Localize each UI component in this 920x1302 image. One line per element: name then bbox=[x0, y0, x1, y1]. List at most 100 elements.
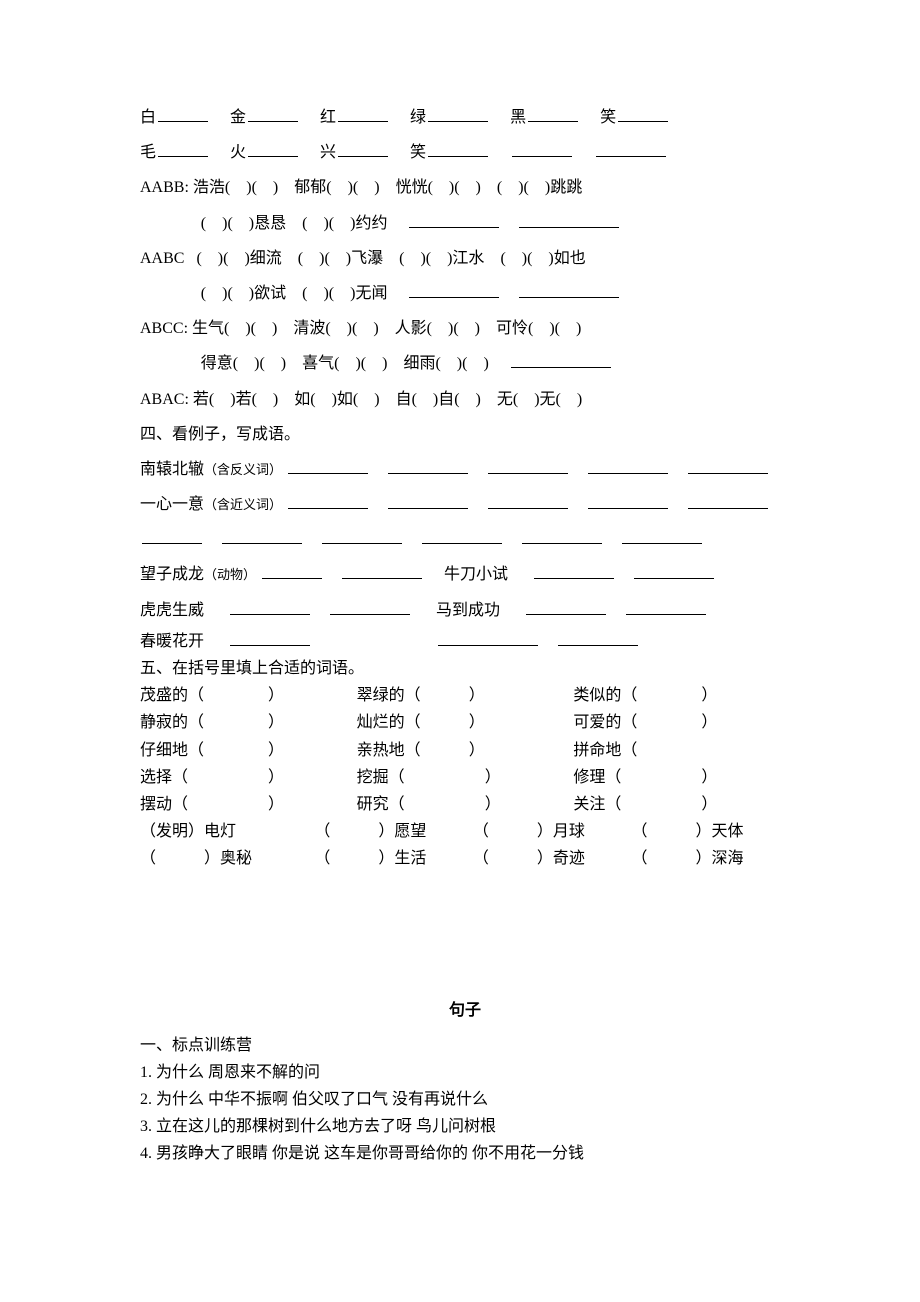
s4-tiger: 虎虎生威 马到成功 bbox=[140, 593, 790, 628]
aabb-row1: AABB: 浩浩( )( ) 郁郁( )( ) 恍恍( )( ) ( )( )跳… bbox=[140, 170, 790, 205]
char: 绿 bbox=[410, 109, 426, 126]
lead: 一心一意 bbox=[140, 496, 204, 513]
abcc-item: 生气( )( ) bbox=[192, 320, 277, 337]
cell: 仔细地（ bbox=[140, 742, 204, 759]
char: 红 bbox=[320, 109, 336, 126]
cell: （ ）天体 bbox=[631, 823, 743, 840]
s5-row: 选择（ ） 挖掘（ ） 修理（ ） bbox=[140, 764, 790, 791]
cell: （ ）深海 bbox=[631, 850, 743, 867]
sentence-item: 4. 男孩睁大了眼睛 你是说 这车是你哥哥给你的 你不用花一分钱 bbox=[140, 1140, 790, 1167]
cell: 灿烂的（ bbox=[357, 714, 421, 731]
redup-row-1: 白 金 红 绿 黑 笑 bbox=[140, 100, 790, 135]
s5-row6: （发明）电灯 （ ）愿望 （ ）月球 （ ）天体 bbox=[140, 818, 790, 845]
abcc-item: 可怜( )( ) bbox=[496, 320, 581, 337]
abcc-label: ABCC: bbox=[140, 320, 188, 337]
abcc-item: 清波( )( ) bbox=[293, 320, 378, 337]
cell: 修理（ bbox=[573, 769, 621, 786]
cell: （ ）生活 bbox=[314, 850, 426, 867]
char: 黑 bbox=[510, 109, 526, 126]
aabb-item: ( )( )跳跳 bbox=[497, 179, 582, 196]
cell: 类似的（ bbox=[573, 687, 637, 704]
aabc-item: ( )( )细流 bbox=[196, 250, 281, 267]
sentences-list: 1. 为什么 周恩来不解的问 2. 为什么 中华不振啊 伯父叹了口气 没有再说什… bbox=[140, 1059, 790, 1168]
abcc-item: 喜气( )( ) bbox=[302, 355, 387, 372]
worksheet-page: 白 金 红 绿 黑 笑 毛 火 兴 笑 AABB: 浩浩( )( ) 郁郁( )… bbox=[0, 0, 920, 1302]
abcc-item: 人影( )( ) bbox=[395, 320, 480, 337]
note: （动物） bbox=[204, 567, 256, 582]
cell: （ ）愿望 bbox=[314, 823, 426, 840]
s4-animal: 望子成龙（动物） 牛刀小试 bbox=[140, 557, 790, 592]
abac-item: 如( )如( ) bbox=[294, 391, 379, 408]
aabc-item: ( )( )飞瀑 bbox=[298, 250, 383, 267]
s5-row: 茂盛的（ ） 翠绿的（ ） 类似的（ ） bbox=[140, 682, 790, 709]
char: 火 bbox=[230, 144, 246, 161]
s5-row: 静寂的（ ） 灿烂的（ ） 可爱的（ ） bbox=[140, 709, 790, 736]
abcc-item: 细雨( )( ) bbox=[403, 355, 488, 372]
cell: 拼命地（ bbox=[573, 742, 637, 759]
sentence-item: 1. 为什么 周恩来不解的问 bbox=[140, 1059, 790, 1086]
cell: （ ）月球 bbox=[473, 823, 585, 840]
aabc-item: ( )( )欲试 bbox=[201, 285, 286, 302]
cell: 关注（ bbox=[573, 796, 621, 813]
cell: 选择（ bbox=[140, 769, 188, 786]
s5-row7: （ ）奥秘 （ ）生活 （ ）奇迹 （ ）深海 bbox=[140, 845, 790, 872]
cell: 静寂的（ bbox=[140, 714, 204, 731]
abac-row: ABAC: 若( )若( ) 如( )如( ) 自( )自( ) 无( )无( … bbox=[140, 382, 790, 417]
note: （含反义词） bbox=[204, 462, 282, 477]
sentences-heading: 一、标点训练营 bbox=[140, 1032, 790, 1059]
mid: 马到成功 bbox=[436, 602, 500, 619]
abcc-item: 得意( )( ) bbox=[201, 355, 286, 372]
abac-label: ABAC: bbox=[140, 391, 189, 408]
char: 金 bbox=[230, 109, 246, 126]
cell: 可爱的（ bbox=[573, 714, 637, 731]
cell: 挖掘（ bbox=[357, 769, 405, 786]
sentence-item: 3. 立在这儿的那棵树到什么地方去了呀 鸟儿问树根 bbox=[140, 1113, 790, 1140]
aabc-item: ( )( )江水 bbox=[399, 250, 484, 267]
aabb-item: ( )( )恳恳 bbox=[201, 215, 286, 232]
abac-item: 无( )无( ) bbox=[497, 391, 582, 408]
lead: 春暖花开 bbox=[140, 633, 204, 650]
lead: 望子成龙 bbox=[140, 566, 204, 583]
abcc-row1: ABCC: 生气( )( ) 清波( )( ) 人影( )( ) 可怜( )( … bbox=[140, 311, 790, 346]
abcc-row2: 得意( )( ) 喜气( )( ) 细雨( )( ) bbox=[140, 346, 790, 381]
sentences-title: 句子 bbox=[140, 993, 790, 1028]
aabc-item: ( )( )如也 bbox=[500, 250, 585, 267]
abac-item: 若( )若( ) bbox=[193, 391, 278, 408]
note: （含近义词） bbox=[204, 497, 282, 512]
lead: 南辕北辙 bbox=[140, 461, 204, 478]
lead: 虎虎生威 bbox=[140, 602, 204, 619]
section5-title: 五、在括号里填上合适的词语。 bbox=[140, 655, 790, 682]
aabc-item: ( )( )无闻 bbox=[302, 285, 387, 302]
aabb-item: ( )( )约约 bbox=[302, 215, 387, 232]
cell: （ ）奇迹 bbox=[473, 850, 585, 867]
s4-spring: 春暖花开 bbox=[140, 628, 790, 655]
char: 兴 bbox=[320, 144, 336, 161]
char: 笑 bbox=[410, 144, 426, 161]
cell: 翠绿的（ bbox=[357, 687, 421, 704]
s5-row: 摆动（ ） 研究（ ） 关注（ ） bbox=[140, 791, 790, 818]
abac-item: 自( )自( ) bbox=[396, 391, 481, 408]
char: 笑 bbox=[600, 109, 616, 126]
aabb-row2: ( )( )恳恳 ( )( )约约 bbox=[140, 206, 790, 241]
aabb-label: AABB: bbox=[140, 179, 189, 196]
aabc-row1: AABC ( )( )细流 ( )( )飞瀑 ( )( )江水 ( )( )如也 bbox=[140, 241, 790, 276]
aabc-label: AABC bbox=[140, 250, 184, 267]
redup-row-2: 毛 火 兴 笑 bbox=[140, 135, 790, 170]
cell: 茂盛的（ bbox=[140, 687, 204, 704]
cell: 研究（ bbox=[357, 796, 405, 813]
s4-line1: 南辕北辙（含反义词） bbox=[140, 452, 790, 487]
cell: （发明）电灯 bbox=[140, 823, 236, 840]
cell: 摆动（ bbox=[140, 796, 188, 813]
section5-body: 茂盛的（ ） 翠绿的（ ） 类似的（ ） 静寂的（ ） 灿烂的（ ） 可爱的（ … bbox=[140, 682, 790, 872]
s5-row: 仔细地（ ） 亲热地（ ） 拼命地（ bbox=[140, 737, 790, 764]
aabc-row2: ( )( )欲试 ( )( )无闻 bbox=[140, 276, 790, 311]
char: 白 bbox=[140, 109, 156, 126]
cell: （ ）奥秘 bbox=[140, 850, 252, 867]
char: 毛 bbox=[140, 144, 156, 161]
s4-line2: 一心一意（含近义词） bbox=[140, 487, 790, 522]
mid: 牛刀小试 bbox=[444, 566, 508, 583]
s4-extra-blanks bbox=[140, 522, 790, 557]
sentence-item: 2. 为什么 中华不振啊 伯父叹了口气 没有再说什么 bbox=[140, 1086, 790, 1113]
aabb-item: 浩浩( )( ) bbox=[193, 179, 278, 196]
aabb-item: 郁郁( )( ) bbox=[294, 179, 379, 196]
